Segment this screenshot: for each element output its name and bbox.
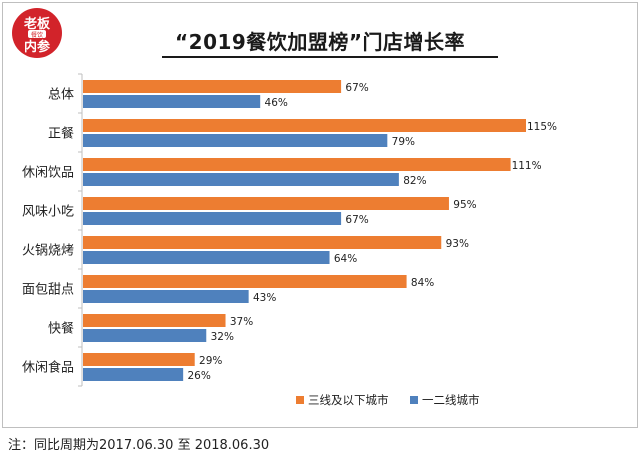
data-label: 46% bbox=[265, 97, 288, 109]
data-label: 93% bbox=[446, 238, 469, 250]
bar-tier3 bbox=[83, 80, 342, 93]
bar-chart: 总体 67% 46% 正餐 115% 79% 休闲饮品 111% 82% 风味小吃 95% 67% 火锅… bbox=[22, 73, 557, 407]
bar-tier12 bbox=[83, 290, 249, 303]
data-label: 64% bbox=[334, 253, 357, 265]
bar-tier12 bbox=[83, 251, 330, 264]
category-label: 休闲饮品 bbox=[22, 166, 74, 181]
data-label: 84% bbox=[411, 277, 434, 289]
logo-badge-text: 餐饮 bbox=[31, 31, 43, 39]
legend-swatch bbox=[296, 396, 304, 404]
data-label: 32% bbox=[211, 331, 234, 343]
logo-text-bottom: 内参 bbox=[24, 39, 51, 55]
category-label: 正餐 bbox=[48, 126, 74, 142]
category-label: 休闲食品 bbox=[22, 360, 74, 376]
bar-tier12 bbox=[83, 95, 261, 108]
legend-swatch bbox=[410, 396, 418, 404]
data-label: 115% bbox=[527, 121, 557, 133]
footnote: 注：同比周期为2017.06.30 至 2018.06.30 bbox=[8, 438, 270, 453]
data-label: 29% bbox=[199, 355, 222, 367]
logo-text-top: 老板 bbox=[23, 16, 51, 32]
chart-title: “2019餐饮加盟榜”门店增长率 bbox=[175, 30, 465, 54]
logo-badge-bg bbox=[28, 30, 46, 38]
data-label: 95% bbox=[453, 199, 476, 211]
bar-tier12 bbox=[83, 212, 342, 225]
bar-tier3 bbox=[83, 158, 511, 171]
title-underline bbox=[162, 56, 498, 58]
category-label: 面包甜点 bbox=[22, 282, 74, 298]
bar-tier12 bbox=[83, 134, 388, 147]
data-label: 79% bbox=[392, 136, 415, 148]
bar-tier3 bbox=[83, 119, 526, 132]
data-label: 67% bbox=[345, 82, 368, 94]
bar-tier3 bbox=[83, 353, 195, 366]
data-label: 67% bbox=[345, 214, 368, 226]
data-label: 26% bbox=[187, 370, 210, 382]
bar-tier3 bbox=[83, 314, 226, 327]
legend-label: 一二线城市 bbox=[422, 393, 480, 407]
brand-logo: 老板 餐饮 内参 bbox=[12, 8, 62, 58]
category-label: 总体 bbox=[48, 88, 74, 103]
bar-tier3 bbox=[83, 197, 449, 210]
data-label: 111% bbox=[512, 160, 542, 172]
data-label: 37% bbox=[230, 316, 253, 328]
category-label: 快餐 bbox=[48, 321, 74, 337]
data-label: 43% bbox=[253, 292, 276, 304]
data-label: 82% bbox=[403, 175, 426, 187]
bar-tier3 bbox=[83, 275, 407, 288]
category-label: 火锅烧烤 bbox=[22, 243, 74, 259]
bar-tier12 bbox=[83, 173, 399, 186]
bar-tier12 bbox=[83, 368, 184, 381]
bar-tier3 bbox=[83, 236, 442, 249]
legend-label: 三线及以下城市 bbox=[308, 393, 389, 407]
bar-tier12 bbox=[83, 329, 207, 342]
category-label: 风味小吃 bbox=[22, 204, 74, 220]
